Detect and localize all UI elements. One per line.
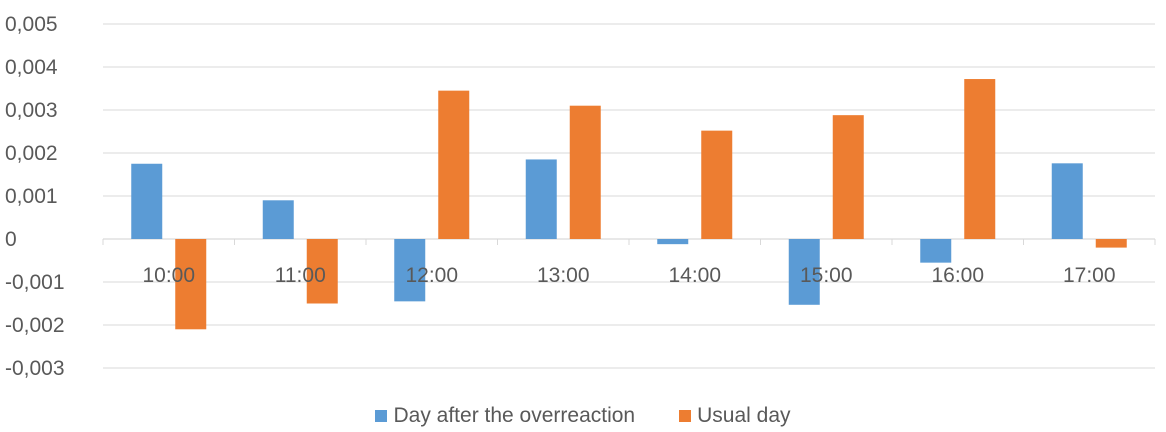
bar-series-1 [131,163,163,239]
legend-swatch-series-2 [679,410,692,422]
bar-series-2 [1095,239,1127,248]
legend-item-series-2: Usual day [679,404,791,428]
bar-series-1 [394,239,426,302]
legend-item-series-1: Day after the overreaction [375,404,635,428]
bar-series-2 [175,239,207,330]
x-tick-label: 11:00 [275,264,326,287]
y-tick-label: 0,003 [5,99,58,122]
y-tick-label: 0 [5,228,17,251]
x-tick-label: 16:00 [931,264,984,287]
bar-series-1 [657,239,689,245]
y-tick-label: -0,002 [5,314,65,337]
bar-series-2 [438,90,470,240]
bar-series-2 [832,115,864,239]
legend-swatch-series-1 [375,410,388,422]
legend: Day after the overreaction Usual day [0,400,1166,432]
bar-series-2 [306,239,338,304]
bar-chart: -0,003 -0,002 -0,001 0 0,001 0,002 0,003 0,004 0… [5,13,1156,380]
y-tick-label: 0,005 [5,13,58,36]
bar-series-2 [569,105,601,239]
x-tick-label: 10:00 [142,264,195,287]
bar-series-2 [964,79,996,239]
y-tick-label: 0,004 [5,56,58,79]
bar-series-1 [525,159,557,239]
bar-series-2 [701,130,733,239]
x-tick-label: 17:00 [1063,264,1116,287]
legend-label-series-1: Day after the overreaction [393,404,636,427]
bar-series-1 [1051,163,1083,239]
y-tick-label: -0,001 [5,271,65,294]
x-tick-label: 14:00 [668,264,721,287]
bar-series-1 [920,239,952,263]
y-tick-label: 0,001 [5,185,58,208]
legend-label-series-2: Usual day [697,404,791,427]
y-tick-label: 0,002 [5,142,58,165]
bar-series-1 [788,239,820,305]
x-tick-label: 13:00 [537,264,590,287]
x-tick-label: 15:00 [800,264,853,287]
x-tick-label: 12:00 [405,264,458,287]
y-tick-label: -0,003 [5,357,65,380]
bar-series-1 [262,200,294,239]
